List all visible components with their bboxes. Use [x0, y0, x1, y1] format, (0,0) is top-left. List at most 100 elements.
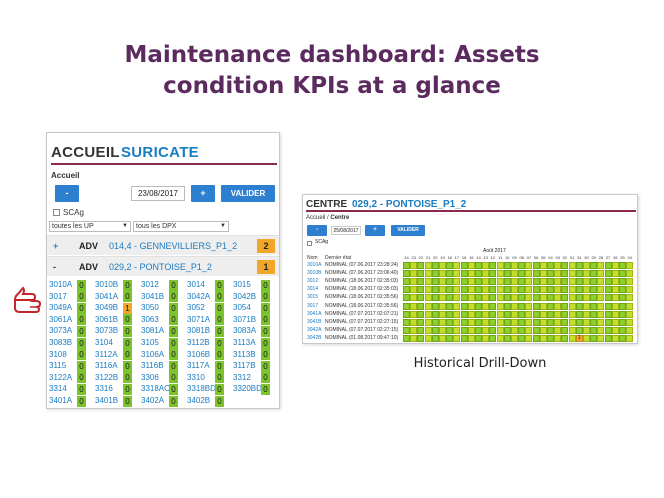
history-cell[interactable] — [439, 334, 446, 342]
asset-code-link[interactable]: 3073A — [49, 326, 73, 336]
history-cell[interactable] — [575, 270, 583, 278]
history-cell[interactable] — [489, 294, 497, 302]
history-cell[interactable] — [475, 302, 482, 310]
asset-code-link[interactable]: 3108 — [49, 349, 67, 359]
history-cell[interactable] — [503, 302, 511, 310]
history-cell[interactable] — [583, 286, 590, 294]
history-cell[interactable] — [568, 286, 576, 294]
history-cell[interactable] — [597, 262, 605, 269]
history-cell[interactable] — [518, 286, 526, 294]
history-cell[interactable] — [446, 302, 454, 310]
asset-code-link[interactable]: 3113A — [233, 338, 256, 347]
history-cell[interactable] — [619, 302, 626, 310]
history-cell[interactable] — [424, 334, 432, 342]
history-cell[interactable] — [403, 334, 410, 342]
history-cell[interactable] — [424, 262, 432, 269]
history-cell[interactable] — [611, 278, 619, 286]
history-cell[interactable] — [417, 294, 425, 302]
history-cell[interactable] — [611, 318, 619, 326]
history-cell[interactable] — [424, 270, 432, 278]
history-cell[interactable] — [575, 262, 583, 269]
history-cell[interactable] — [597, 302, 605, 310]
history-cell[interactable] — [597, 286, 605, 294]
history-cell[interactable] — [568, 278, 576, 286]
asset-code-link[interactable]: 3042A — [187, 291, 211, 301]
asset-code-link[interactable]: 3015 — [307, 294, 319, 301]
history-cell[interactable] — [525, 318, 533, 326]
history-cell[interactable] — [554, 334, 562, 342]
history-cell[interactable] — [453, 294, 461, 302]
history-cell[interactable] — [597, 278, 605, 286]
asset-code-link[interactable]: 3054 — [233, 303, 251, 313]
history-cell[interactable] — [619, 286, 626, 294]
asset-code-link[interactable]: 3402B — [187, 396, 211, 405]
history-cell[interactable] — [403, 310, 410, 318]
history-cell[interactable] — [604, 262, 612, 269]
asset-code-link[interactable]: 3010B — [307, 270, 322, 277]
asset-code-link[interactable]: 3112A — [95, 349, 118, 359]
history-cell[interactable] — [619, 294, 626, 302]
history-cell[interactable] — [590, 318, 598, 326]
history-cell[interactable] — [518, 302, 526, 310]
history-cell[interactable] — [475, 262, 482, 269]
history-cell[interactable] — [503, 270, 511, 278]
history-cell[interactable] — [554, 326, 562, 334]
history-cell[interactable] — [525, 334, 533, 342]
history-cell[interactable] — [583, 302, 590, 310]
asset-code-link[interactable]: 3017 — [49, 291, 67, 301]
history-cell[interactable] — [453, 334, 461, 342]
history-cell[interactable] — [424, 310, 432, 318]
history-cell[interactable] — [626, 278, 634, 286]
history-cell[interactable] — [626, 286, 634, 294]
history-cell[interactable] — [532, 334, 540, 342]
history-cell[interactable] — [583, 310, 590, 318]
asset-code-link[interactable]: 3402A — [141, 396, 165, 405]
dpx-filter-select[interactable]: tous les DPX ▼ — [133, 221, 229, 232]
history-cell[interactable] — [532, 262, 540, 269]
history-cell[interactable] — [446, 286, 454, 294]
history-cell[interactable] — [604, 318, 612, 326]
history-cell[interactable] — [604, 302, 612, 310]
history-cell[interactable] — [431, 262, 439, 269]
history-cell[interactable] — [518, 294, 526, 302]
history-cell[interactable] — [467, 294, 475, 302]
history-cell[interactable] — [489, 302, 497, 310]
history-cell[interactable] — [626, 302, 634, 310]
history-cell[interactable] — [539, 278, 547, 286]
asset-code-link[interactable]: 3312 — [233, 372, 251, 382]
asset-code-link[interactable]: 3320BD — [233, 384, 262, 394]
history-cell[interactable] — [410, 278, 418, 286]
history-cell[interactable] — [539, 334, 547, 342]
history-cell[interactable] — [410, 310, 418, 318]
history-cell[interactable] — [431, 318, 439, 326]
history-cell[interactable] — [467, 302, 475, 310]
history-cell[interactable] — [611, 262, 619, 269]
asset-code-link[interactable]: 3042B — [307, 334, 322, 341]
history-cell[interactable] — [539, 302, 547, 310]
history-cell[interactable] — [511, 286, 518, 294]
history-cell[interactable] — [503, 326, 511, 334]
history-cell[interactable] — [417, 334, 425, 342]
previous-day-button[interactable]: - — [55, 185, 79, 202]
history-cell[interactable] — [590, 270, 598, 278]
history-cell[interactable] — [446, 270, 454, 278]
history-cell[interactable] — [626, 326, 634, 334]
history-cell[interactable] — [439, 294, 446, 302]
history-cell[interactable] — [597, 326, 605, 334]
history-cell[interactable] — [403, 286, 410, 294]
history-cell[interactable] — [511, 318, 518, 326]
history-cell[interactable] — [496, 294, 504, 302]
history-cell[interactable] — [590, 310, 598, 318]
history-cell[interactable] — [554, 302, 562, 310]
history-cell[interactable] — [604, 310, 612, 318]
history-cell[interactable] — [424, 294, 432, 302]
history-cell[interactable] — [503, 334, 511, 342]
history-cell[interactable] — [460, 286, 468, 294]
asset-code-link[interactable]: 3041A — [307, 310, 322, 317]
history-cell[interactable] — [482, 286, 490, 294]
history-cell[interactable] — [604, 270, 612, 278]
history-cell[interactable] — [489, 310, 497, 318]
history-cell[interactable] — [417, 302, 425, 310]
history-cell[interactable] — [431, 326, 439, 334]
history-cell[interactable] — [511, 310, 518, 318]
